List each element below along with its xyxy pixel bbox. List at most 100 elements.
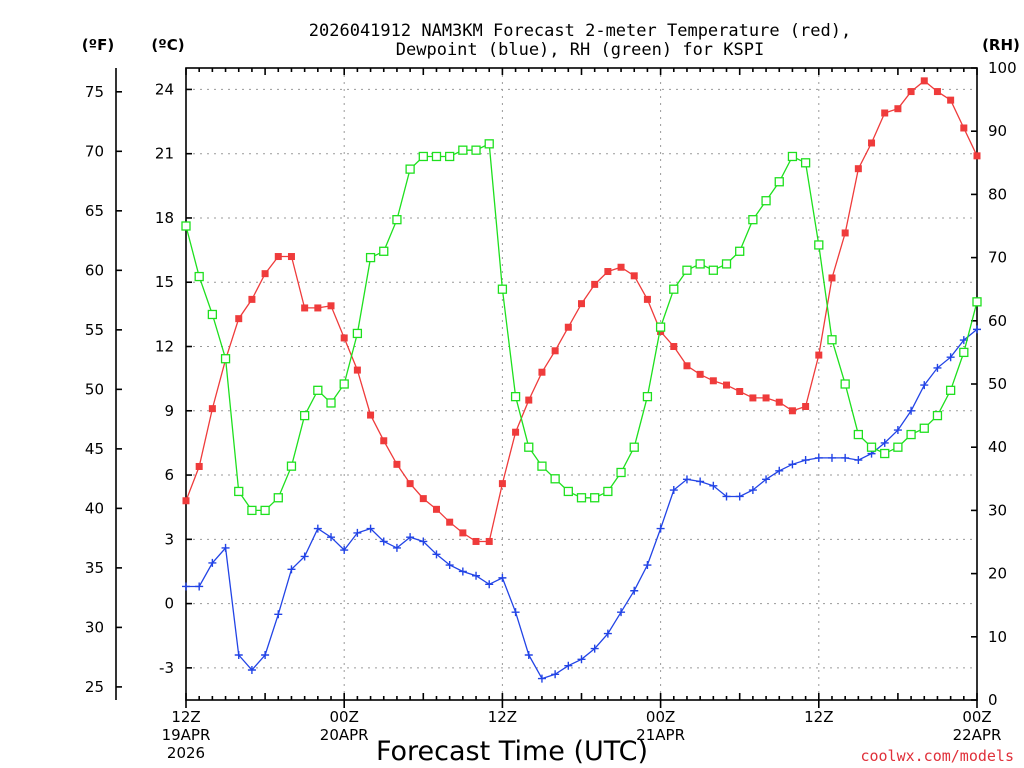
temperature-point [235, 315, 243, 323]
rh-point [181, 221, 191, 231]
rh-point [695, 259, 705, 269]
temperature-point [947, 96, 955, 104]
dewpoint-point [406, 533, 415, 542]
temperature-point [907, 88, 915, 96]
dewpoint-point [208, 558, 217, 567]
x-tick-date-label: 22APR [953, 726, 1002, 744]
dewpoint-point [182, 582, 190, 591]
rh-point [510, 391, 521, 402]
temperature-point [406, 480, 414, 488]
dewpoint-point [854, 456, 863, 465]
temperature-point [208, 405, 216, 413]
rh-point [431, 151, 442, 162]
celsius-tick-label: 9 [164, 402, 174, 420]
rh-point [708, 265, 718, 275]
rh-tick-label: 20 [988, 565, 1007, 583]
temperature-point [749, 394, 757, 402]
x-tick-year-label: 2026 [167, 744, 205, 762]
celsius-tick-label: 0 [164, 595, 174, 613]
credit-text: coolwx.com/models [860, 747, 1014, 765]
rh-point [260, 505, 270, 516]
fahrenheit-unit-label: (ºF) [82, 36, 114, 54]
dewpoint-point [313, 524, 322, 533]
rh-point [787, 151, 798, 162]
rh-point [761, 196, 771, 206]
temperature-point [815, 351, 823, 359]
dewpoint-point [537, 674, 546, 683]
temperature-point [301, 304, 309, 312]
dewpoint-point [458, 567, 467, 576]
rh-point [919, 423, 929, 433]
dewpoint-point [669, 486, 678, 495]
celsius-tick-label: 15 [155, 273, 174, 291]
temperature-point [854, 165, 862, 173]
rh-point [840, 379, 850, 389]
rh-point [352, 328, 363, 339]
temperature-point [432, 505, 440, 513]
temperature-point [525, 396, 533, 404]
series-line [186, 328, 978, 680]
dewpoint-point [656, 524, 665, 533]
dewpoint-point [472, 571, 481, 580]
dewpoint-point [274, 610, 283, 619]
temperature-point [327, 302, 335, 310]
dewpoint-point [432, 550, 441, 559]
temperature-point [736, 387, 744, 395]
x-tick-time-label: 12Z [804, 708, 833, 726]
rh-point [563, 486, 573, 497]
x-tick-date-label: 20APR [320, 726, 369, 744]
plot-frame [185, 67, 978, 701]
rh-point [880, 448, 890, 459]
rh-point [286, 461, 297, 471]
temperature-point [340, 334, 348, 342]
temperature-point [353, 366, 361, 374]
temperature-point [380, 437, 388, 445]
dewpoint-point [247, 666, 256, 675]
rh-point [418, 151, 428, 162]
dewpoint-point [775, 466, 784, 475]
temperature-point [630, 272, 638, 280]
dewpoint-point [524, 651, 533, 660]
dewpoint-point [300, 552, 309, 561]
dewpoint-point [353, 528, 362, 537]
rh-point [445, 151, 455, 162]
rh-point [827, 335, 837, 345]
x-tick-time-label: 00Z [962, 708, 991, 726]
temperature-point [261, 270, 269, 278]
fahrenheit-tick-label: 35 [85, 559, 104, 577]
rh-point [576, 493, 587, 503]
temperature-point [841, 229, 849, 237]
fahrenheit-tick-label: 65 [85, 202, 104, 220]
x-tick-time-label: 12Z [171, 708, 200, 726]
rh-point [365, 252, 376, 263]
dewpoint-point [893, 426, 902, 435]
dewpoint-point [735, 492, 744, 501]
temperature-point [591, 280, 599, 288]
temperature-point [248, 295, 256, 303]
rh-unit-label: (RH) [982, 36, 1020, 54]
rh-point [392, 215, 402, 225]
temperature-point [881, 109, 889, 117]
rh-point [537, 461, 547, 471]
fahrenheit-tick-label: 30 [85, 618, 104, 636]
dewpoint-point [946, 353, 955, 362]
fahrenheit-tick-label: 55 [85, 321, 104, 339]
temperature-point [788, 407, 796, 415]
rh-point [972, 297, 982, 307]
rh-point [629, 442, 639, 452]
dewpoint-point [234, 651, 243, 660]
rh-point [207, 309, 218, 320]
temperature-point [472, 537, 480, 545]
dewpoint-point [485, 580, 494, 589]
rh-tick-label: 0 [988, 691, 998, 709]
rh-tick-label: 60 [988, 312, 1007, 330]
temperature-point [498, 480, 506, 488]
temperature-point [973, 152, 981, 160]
temperature-point [696, 370, 704, 378]
rh-point [194, 271, 204, 282]
rh-point [234, 486, 244, 497]
temperature-point [578, 300, 585, 308]
temperature-point [894, 105, 902, 113]
celsius-tick-label: 6 [164, 466, 174, 484]
dewpoint-point [682, 475, 691, 484]
